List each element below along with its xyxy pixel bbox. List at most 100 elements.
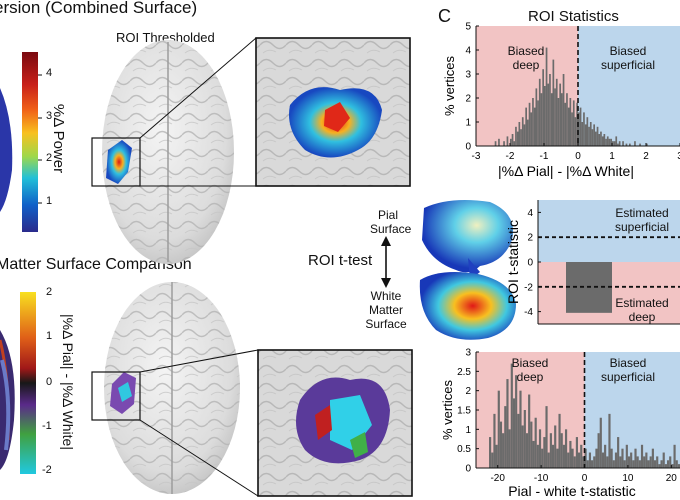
chart1-bar	[613, 141, 616, 146]
chart3-bar	[510, 363, 513, 468]
chart2-y-tick-label: 2	[527, 233, 533, 244]
chart1-bar	[572, 100, 575, 146]
chart3-bar	[499, 421, 503, 468]
chart3-x-tick-label: 20	[666, 473, 678, 484]
chart1-bar	[511, 134, 514, 146]
chart3-bar	[593, 456, 596, 468]
chart1-bar	[588, 126, 590, 146]
chart1-bar	[515, 126, 517, 146]
chart2-est-superficial: Estimated superficial	[614, 206, 670, 234]
chart3-bar	[554, 425, 557, 468]
chart2-ylabel: ROI t-statistic	[505, 220, 521, 304]
chart2-est-deep: Estimated deep	[615, 296, 669, 324]
chart1-bar	[540, 93, 543, 146]
chart1-bar	[559, 83, 561, 146]
chart1-bar	[639, 143, 641, 146]
chart3-bar	[502, 433, 505, 468]
chart1-bar	[584, 124, 587, 146]
white-surface-label: White Matter Surface	[365, 289, 407, 331]
chart1-bar	[523, 124, 526, 146]
chart3-bar	[521, 425, 524, 468]
chart3-bar	[517, 413, 520, 468]
chart3-bar	[519, 390, 522, 468]
chart3-bar	[638, 460, 641, 468]
chart1-bar	[518, 122, 521, 146]
chart1-bar	[544, 86, 546, 146]
chart2-y-tick-label: 4	[527, 208, 533, 219]
chart3-bar	[541, 448, 544, 468]
chart3-biased-superficial: Biased superficial	[600, 356, 656, 384]
chart1-bar	[605, 138, 607, 146]
chart3-bar	[662, 452, 665, 468]
chart3-bar	[627, 456, 631, 468]
chart1-bar	[547, 83, 550, 146]
chart1-bar	[569, 98, 572, 146]
chart1-bar	[579, 107, 582, 146]
colorbar-diff-tick-0: 0	[46, 376, 53, 388]
chart1-bar	[593, 124, 595, 146]
chart3-bar	[512, 398, 516, 468]
chart3-y-tick-label: 2	[465, 386, 471, 397]
chart2-y-tick-label: -4	[524, 307, 533, 318]
chart3-bar	[562, 444, 565, 468]
chart3-bar	[608, 413, 611, 468]
chart3-bar	[675, 460, 678, 468]
chart3-bar	[601, 452, 605, 468]
chart1-bar	[596, 126, 599, 146]
chart1-bar	[554, 88, 556, 146]
chart3-bar	[634, 448, 637, 468]
chart1-bar	[520, 129, 522, 146]
chart3-bar	[645, 452, 648, 468]
chart3-biased-deep: Biased deep	[511, 356, 549, 384]
chart1-bar	[615, 136, 618, 146]
chart3-bar	[632, 460, 635, 468]
chart1-bar	[549, 74, 551, 146]
left-brain-partial-top	[0, 88, 13, 212]
chart3-bar	[591, 460, 594, 468]
chart1-bar	[510, 138, 512, 146]
chart3-bar	[538, 429, 542, 468]
chart1-x-tick-label: -2	[506, 151, 515, 162]
chart1-bar	[566, 93, 568, 146]
panel-title-surface-comparison: Matter Surface Comparison	[0, 256, 192, 273]
chart3-bar	[599, 417, 602, 468]
chart1-bar	[646, 143, 648, 146]
chart1-bar	[545, 47, 548, 146]
panel-c-letter: C	[438, 6, 451, 26]
chart3-bar	[619, 456, 622, 468]
chart3-bar	[658, 464, 661, 468]
chart3-bar	[578, 452, 581, 468]
chart3-bar	[489, 437, 492, 468]
pial-surface-label: Pial Surface	[370, 208, 412, 236]
chart1-bar	[600, 131, 602, 146]
chart3-bar	[536, 444, 539, 468]
chart2-superficial-region	[538, 200, 680, 262]
chart1-x-tick-label: 0	[575, 151, 581, 162]
chart1-y-tick-label: 3	[465, 70, 471, 81]
chart3-y-tick-label: 2.5	[457, 367, 471, 378]
chart1-bar	[598, 134, 601, 146]
chart3-bar	[651, 448, 654, 468]
chart3-bar	[643, 456, 646, 468]
chart3-y-tick-label: 3	[465, 348, 471, 359]
bottom-zoom	[139, 349, 413, 497]
chart3-bar	[606, 456, 609, 468]
chart3-bar	[604, 444, 607, 468]
chart1-bar	[542, 69, 544, 146]
chart3-bar	[582, 456, 585, 468]
chart1-bar	[494, 141, 497, 146]
chart3-bar	[534, 417, 537, 468]
chart1-bar	[617, 143, 619, 146]
chart3-xlabel: Pial - white t-statistic	[508, 483, 636, 499]
chart3-y-tick-label: 0.5	[457, 444, 471, 455]
chart1-bar	[527, 119, 529, 146]
chart3-bar	[530, 421, 533, 468]
chart3-bar	[543, 437, 546, 468]
chart1-bar	[555, 78, 558, 146]
chart3-bar	[584, 448, 587, 468]
chart3-bar	[647, 460, 650, 468]
chart1-bar	[513, 141, 516, 146]
chart1-bar	[550, 93, 553, 146]
ttest-label: ROI t-test	[308, 252, 373, 269]
